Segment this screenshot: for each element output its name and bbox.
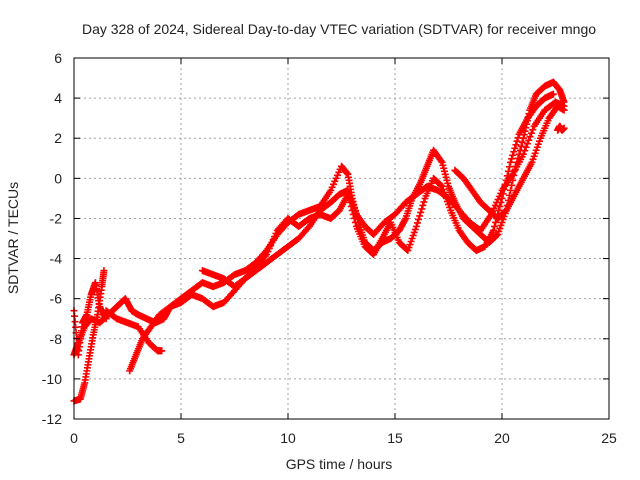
data-point-plus xyxy=(347,202,355,210)
data-point-plus xyxy=(525,136,533,144)
y-tick-label: -6 xyxy=(50,291,63,307)
data-point-plus xyxy=(497,198,505,206)
data-point-plus xyxy=(512,141,520,149)
data-point-plus xyxy=(304,224,312,232)
series-track-d xyxy=(102,307,166,355)
data-point-plus xyxy=(100,267,108,275)
x-tick-label: 25 xyxy=(601,430,617,446)
tick-labels: 0 5 10 15 20 25 -12 -10 -8 -6 -4 -2 0 2 4 6 xyxy=(42,50,617,446)
data-point-plus xyxy=(507,158,515,166)
data-point-plus xyxy=(492,218,500,226)
data-point-plus xyxy=(496,202,504,210)
data-point-plus xyxy=(261,252,269,260)
data-point-plus xyxy=(526,133,534,141)
y-tick-label: -2 xyxy=(50,210,63,226)
data-point-plus xyxy=(344,190,352,198)
data-point-plus xyxy=(419,201,427,209)
data-point-plus xyxy=(345,194,353,202)
data-point-plus xyxy=(420,198,428,206)
data-point-plus xyxy=(418,205,426,213)
data-point-plus xyxy=(511,144,519,152)
y-tick-label: -12 xyxy=(42,411,62,427)
data-point-plus xyxy=(529,126,537,134)
x-tick-label: 0 xyxy=(70,430,78,446)
data-point-plus xyxy=(350,214,358,222)
data-point-plus xyxy=(501,181,509,189)
data-point-plus xyxy=(413,219,421,227)
axis-ticks xyxy=(73,57,610,420)
series-track-f xyxy=(198,90,557,291)
data-point-plus xyxy=(416,212,424,220)
data-point-plus xyxy=(560,124,568,132)
data-point-plus xyxy=(498,194,506,202)
data-point-plus xyxy=(514,134,522,142)
data-point-plus xyxy=(517,142,525,150)
y-tick-label: -4 xyxy=(50,251,63,267)
data-point-plus xyxy=(500,185,508,193)
chart-title: Day 328 of 2024, Sidereal Day-to-day VTE… xyxy=(82,21,596,37)
data-point-plus xyxy=(417,208,425,216)
data-point-plus xyxy=(437,181,445,189)
data-points xyxy=(70,78,568,405)
data-point-plus xyxy=(560,106,568,114)
data-point-plus xyxy=(491,222,499,230)
x-tick-label: 5 xyxy=(177,430,185,446)
data-point-plus xyxy=(503,172,511,180)
x-tick-label: 10 xyxy=(280,430,296,446)
data-point-plus xyxy=(527,129,535,137)
data-point-plus xyxy=(519,150,527,158)
series-track-e xyxy=(126,98,568,375)
data-point-plus xyxy=(437,157,445,165)
data-point-plus xyxy=(489,226,497,234)
data-point-plus xyxy=(518,138,526,146)
data-point-plus xyxy=(523,140,531,148)
data-point-plus xyxy=(351,218,359,226)
data-point-plus xyxy=(504,167,512,175)
y-axis-label: SDTVAR / TECUs xyxy=(5,182,21,294)
x-tick-label: 15 xyxy=(387,430,403,446)
data-point-plus xyxy=(508,181,516,189)
data-point-plus xyxy=(493,231,501,239)
data-point-plus xyxy=(522,143,530,151)
data-point-plus xyxy=(509,151,517,159)
plot-frame xyxy=(73,57,610,420)
y-tick-label: -10 xyxy=(42,371,62,387)
data-point-plus xyxy=(507,186,515,194)
y-tick-label: 6 xyxy=(54,50,62,66)
series-track-h xyxy=(554,122,568,134)
x-tick-label: 20 xyxy=(494,430,510,446)
data-point-plus xyxy=(346,198,354,206)
data-point-plus xyxy=(348,206,356,214)
data-point-plus xyxy=(343,169,351,177)
x-axis-label: GPS time / hours xyxy=(286,456,393,472)
y-tick-label: 2 xyxy=(54,130,62,146)
data-point-plus xyxy=(508,155,516,163)
data-point-plus xyxy=(349,210,357,218)
data-point-plus xyxy=(502,176,510,184)
y-tick-label: -8 xyxy=(50,331,63,347)
data-point-plus xyxy=(499,190,507,198)
data-point-plus xyxy=(415,215,423,223)
data-point-plus xyxy=(401,216,409,224)
data-point-plus xyxy=(495,206,503,214)
data-point-plus xyxy=(505,163,513,171)
data-point-plus xyxy=(549,90,557,98)
data-point-plus xyxy=(412,222,420,230)
data-point-plus xyxy=(158,347,166,355)
data-point-plus xyxy=(521,147,529,155)
data-point-plus xyxy=(513,137,521,145)
data-point-plus xyxy=(510,148,518,156)
y-tick-label: 4 xyxy=(54,90,62,106)
series-track-g xyxy=(451,102,568,222)
y-tick-label: 0 xyxy=(54,170,62,186)
